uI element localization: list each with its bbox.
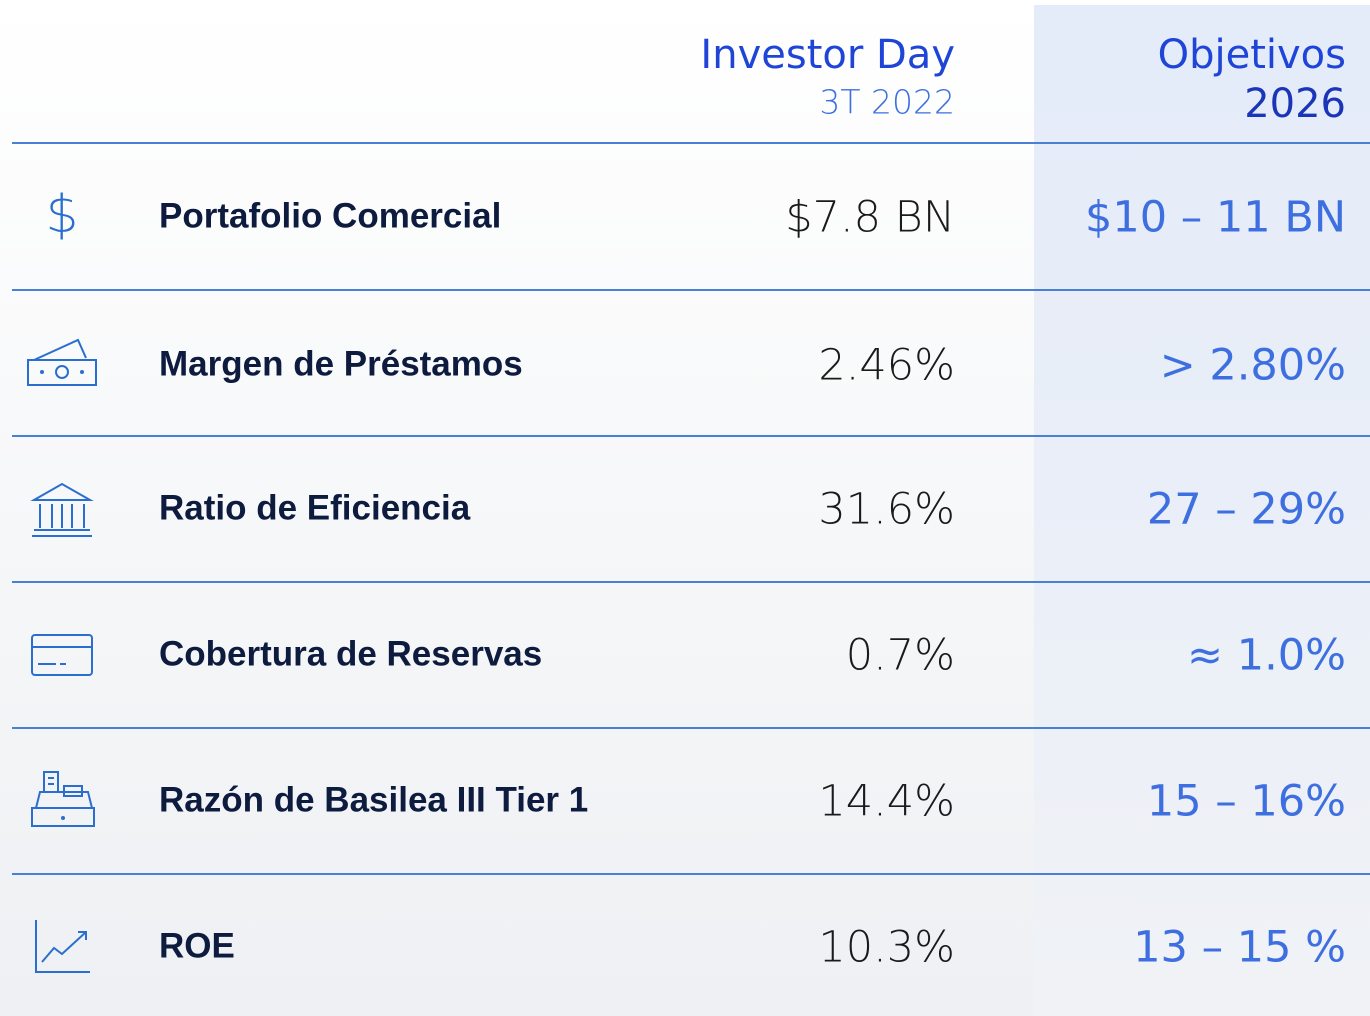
target-value: 15 – 16% — [1147, 777, 1346, 827]
target-value: > 2.80% — [1160, 341, 1346, 391]
metric-label: ROE — [159, 926, 235, 965]
metric-label: Margen de Préstamos — [159, 344, 523, 383]
target-value: ≈ 1.0% — [1187, 631, 1346, 681]
target-value: $10 – 11 BN — [1085, 193, 1346, 243]
icon-dollar: $ — [45, 185, 78, 245]
icon-chart — [35, 920, 90, 973]
highlight-column — [1034, 5, 1370, 1016]
metric-label: Razón de Basilea III Tier 1 — [159, 780, 588, 819]
current-value: $7.8 BN — [785, 193, 955, 243]
icon-card — [31, 634, 93, 676]
col1-subtitle: 3T 2022 — [819, 83, 955, 122]
col2-title: Objetivos — [1158, 32, 1346, 78]
current-value: 0.7% — [846, 631, 955, 681]
current-value: 31.6% — [818, 485, 955, 535]
metric-label: Ratio de Eficiencia — [159, 488, 471, 527]
current-value: 2.46% — [818, 341, 955, 391]
target-value: 27 – 29% — [1147, 485, 1346, 535]
icon-money — [27, 338, 97, 386]
table: Portafolio Comercial $7.8 BN $10 – 11 BN Ma… — [12, 142, 1370, 973]
target-value: 13 – 15 % — [1133, 923, 1346, 973]
metric-label: Portafolio Comercial — [159, 196, 501, 235]
icon-bank — [30, 482, 94, 537]
icon-register — [31, 771, 95, 827]
current-value: 14.4% — [818, 777, 955, 827]
icons: $ — [27, 185, 97, 973]
col1-title: Investor Day — [700, 32, 955, 78]
current-value: 10.3% — [818, 923, 955, 973]
col2-subtitle: 2026 — [1244, 81, 1346, 127]
metric-label: Cobertura de Reservas — [159, 634, 542, 673]
